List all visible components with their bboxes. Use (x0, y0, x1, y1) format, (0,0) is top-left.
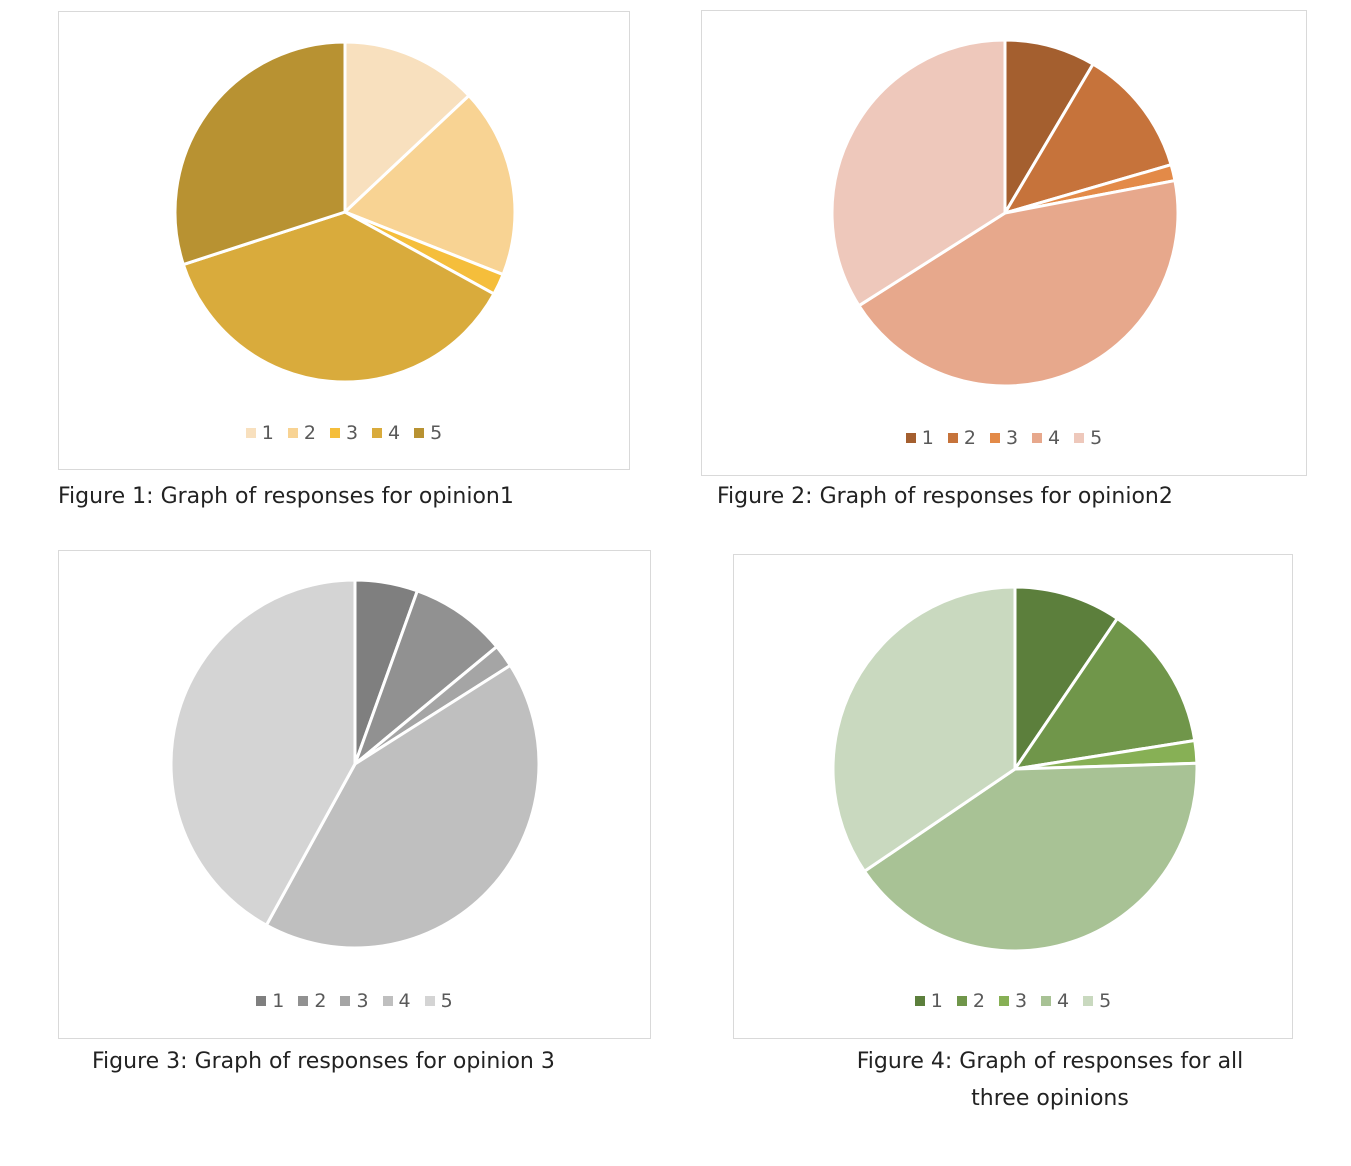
legend-swatch (956, 996, 967, 1006)
legend-swatch (905, 433, 916, 443)
legend-swatch (382, 996, 393, 1006)
caption-figure-4: Figure 4: Graph of responses for all thr… (856, 1049, 1244, 1111)
legend-label: 5 (440, 990, 453, 1012)
legend-item-2: 2 (956, 990, 985, 1012)
legend-label: 1 (272, 990, 285, 1012)
legend-swatch (414, 428, 425, 438)
caption-figure-2: Figure 2: Graph of responses for opinion… (717, 484, 1173, 509)
pie-slice-4 (857, 179, 1180, 388)
pie-chart-1 (173, 40, 517, 384)
pie-slice-2 (1013, 616, 1197, 771)
legend-swatch (1032, 433, 1043, 443)
legend-label: 5 (1090, 427, 1103, 449)
legend-label: 3 (356, 990, 369, 1012)
legend-4: 1 2 3 4 5 (734, 990, 1292, 1012)
legend-swatch (340, 996, 351, 1006)
pie-chart-2 (830, 38, 1180, 388)
pie-slice-4 (264, 663, 541, 950)
legend-swatch (1083, 996, 1094, 1006)
legend-label: 2 (303, 422, 316, 444)
legend-swatch (914, 996, 925, 1006)
legend-swatch (1041, 996, 1052, 1006)
legend-label: 2 (963, 427, 976, 449)
pie-slice-1 (343, 40, 471, 214)
legend-item-2: 2 (947, 427, 976, 449)
legend-label: 5 (1099, 990, 1112, 1012)
legend-swatch (989, 433, 1000, 443)
legend-item-3: 3 (989, 427, 1019, 449)
legend-swatch (372, 428, 383, 438)
legend-label: 1 (921, 427, 934, 449)
legend-item-1: 1 (905, 427, 934, 449)
pie-slice-2 (343, 94, 517, 277)
legend-item-5: 5 (414, 422, 442, 444)
legend-item-3: 3 (340, 990, 369, 1012)
chart-panel-4: 1 2 3 4 5 (733, 554, 1293, 1039)
legend-swatch (424, 996, 435, 1006)
legend-item-2: 2 (287, 422, 316, 444)
pie-slice-5 (831, 585, 1017, 873)
legend-item-1: 1 (256, 990, 284, 1012)
legend-swatch (1074, 433, 1085, 443)
pie-slice-4 (181, 210, 496, 384)
legend-2: 1 2 3 4 5 (702, 427, 1306, 449)
legend-item-5: 5 (424, 990, 453, 1012)
legend-swatch (256, 996, 267, 1006)
legend-item-4: 4 (1032, 427, 1060, 449)
legend-label: 4 (1048, 427, 1061, 449)
pie-slice-5 (173, 40, 347, 267)
legend-label: 3 (1005, 427, 1019, 449)
legend-item-3: 3 (998, 990, 1028, 1012)
legend-1: 1 2 3 4 5 (59, 422, 629, 444)
legend-item-5: 5 (1083, 990, 1111, 1012)
legend-3: 1 2 3 4 5 (59, 990, 650, 1012)
legend-label: 1 (930, 990, 943, 1012)
legend-label: 1 (261, 422, 274, 444)
pie-slice-5 (169, 578, 357, 927)
legend-label: 3 (345, 422, 359, 444)
pie-chart-3 (169, 578, 541, 950)
legend-swatch (287, 428, 298, 438)
legend-swatch (947, 433, 958, 443)
caption-figure-1: Figure 1: Graph of responses for opinion… (58, 484, 514, 509)
legend-swatch (998, 996, 1009, 1006)
chart-panel-3: 1 2 3 4 5 (58, 550, 651, 1039)
legend-swatch (298, 996, 309, 1006)
legend-label: 5 (430, 422, 443, 444)
legend-label: 2 (314, 990, 327, 1012)
legend-label: 2 (972, 990, 985, 1012)
legend-item-2: 2 (298, 990, 326, 1012)
legend-item-4: 4 (382, 990, 411, 1012)
legend-item-4: 4 (1041, 990, 1069, 1012)
legend-label: 4 (1057, 990, 1070, 1012)
pie-slice-1 (1003, 38, 1095, 215)
pie-slice-1 (1013, 585, 1119, 771)
legend-swatch (329, 428, 340, 438)
caption-figure-3: Figure 3: Graph of responses for opinion… (92, 1049, 555, 1074)
legend-item-1: 1 (914, 990, 943, 1012)
legend-item-5: 5 (1074, 427, 1102, 449)
chart-panel-1: 1 2 3 4 5 (58, 11, 630, 470)
chart-panel-2: 1 2 3 4 5 (701, 10, 1307, 476)
pie-slice-4 (862, 761, 1199, 953)
legend-label: 3 (1014, 990, 1028, 1012)
legend-swatch (245, 428, 256, 438)
legend-item-3: 3 (329, 422, 359, 444)
legend-item-1: 1 (245, 422, 274, 444)
legend-label: 4 (398, 990, 411, 1012)
legend-item-4: 4 (372, 422, 400, 444)
pie-slice-5 (830, 38, 1007, 308)
pie-chart-4 (831, 585, 1199, 953)
pie-slice-2 (353, 589, 499, 766)
legend-label: 4 (388, 422, 401, 444)
